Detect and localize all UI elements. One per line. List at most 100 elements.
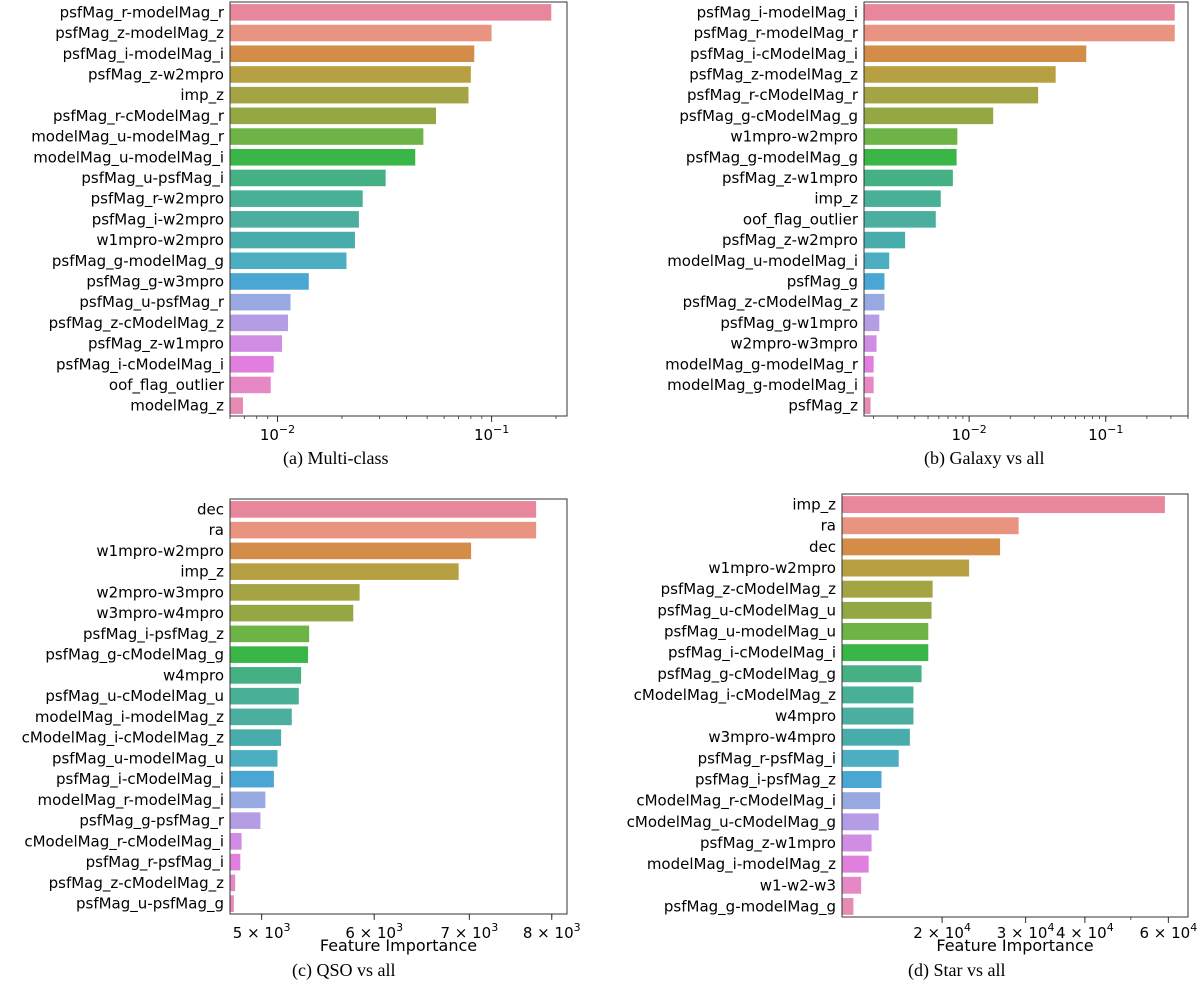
- category-label: psfMag_r-cModelMag_r: [53, 107, 225, 126]
- tick-exponent: −2: [971, 423, 987, 436]
- category-label: psfMag_z-cModelMag_z: [49, 314, 224, 333]
- category-label: cModelMag_u-cModelMag_g: [627, 813, 836, 832]
- bar-imp_z: [864, 190, 941, 207]
- bar-psfMag_r-cModelMag_r: [230, 107, 437, 125]
- axes-frame: [229, 1, 568, 417]
- category-label: psfMag_g-w1mpro: [720, 314, 858, 333]
- x-tick-label: 6 × 103: [345, 921, 403, 942]
- bar-psfMag_g-cModelMag_g: [864, 107, 994, 125]
- bar-psfMag_z-cModelMag_z: [230, 314, 289, 332]
- tick-base: 6 × 10: [345, 924, 396, 942]
- category-label: psfMag_g-cModelMag_g: [679, 107, 858, 126]
- category-label: psfMag_i-psfMag_z: [695, 771, 836, 790]
- x-tick-label: 3 × 104: [997, 921, 1055, 942]
- bar-w1mpro-w2mpro: [842, 559, 970, 577]
- bar-w2mpro-w3mpro: [230, 584, 360, 601]
- tick-exponent: 4: [1107, 921, 1114, 934]
- category-label: modelMag_g-modelMag_r: [665, 355, 859, 374]
- bar-ra: [842, 517, 1019, 535]
- category-label: psfMag_i-w2mpro: [92, 210, 224, 229]
- bar-w1mpro-w2mpro: [230, 542, 472, 560]
- category-label: cModelMag_r-cModelMag_i: [636, 792, 836, 811]
- category-label: ra: [821, 517, 836, 535]
- bar-psfMag_r-modelMag_r: [230, 4, 552, 21]
- bar-psfMag_g-psfMag_r: [230, 812, 261, 829]
- category-label: psfMag_i-cModelMag_i: [690, 45, 858, 64]
- bar-psfMag_i-modelMag_i: [864, 4, 1175, 21]
- bar-psfMag_g-modelMag_g: [230, 252, 347, 270]
- bar-psfMag_z-modelMag_z: [230, 24, 492, 42]
- bar-psfMag_z-w1mpro: [230, 335, 283, 352]
- category-label: w3mpro-w4mpro: [708, 728, 836, 746]
- category-label: modelMag_g-modelMag_i: [667, 376, 858, 395]
- bar-psfMag_u-psfMag_g: [230, 895, 234, 912]
- bar-imp_z: [230, 86, 469, 104]
- tick-base: 4 × 10: [1056, 924, 1107, 942]
- x-tick-label: 4 × 104: [1056, 921, 1114, 942]
- x-tick-label: 7 × 103: [440, 921, 498, 942]
- category-label: modelMag_r-modelMag_i: [37, 791, 224, 810]
- category-label: dec: [809, 538, 836, 556]
- bar-psfMag_g-modelMag_g: [842, 897, 854, 915]
- bar-modelMag_r-modelMag_i: [230, 791, 266, 809]
- category-label: imp_z: [814, 190, 858, 209]
- category-label: w3mpro-w4mpro: [96, 604, 224, 622]
- category-label: psfMag_u-modelMag_u: [52, 749, 224, 768]
- bar-psfMag_g-cModelMag_g: [230, 646, 309, 663]
- category-label: psfMag_z-w2mpro: [722, 231, 858, 250]
- tick-exponent: 4: [1190, 921, 1197, 934]
- category-label: psfMag_r-modelMag_r: [694, 24, 859, 43]
- bar-psfMag_z-w1mpro: [864, 169, 953, 187]
- category-label: w1-w2-w3: [760, 876, 836, 894]
- bar-oof_flag_outlier: [864, 211, 936, 228]
- tick-base: 8 × 10: [523, 924, 574, 942]
- category-label: w4mpro: [775, 707, 836, 725]
- category-label: w2mpro-w3mpro: [96, 583, 224, 601]
- x-tick-label: 10−1: [1088, 423, 1123, 444]
- panel-galaxy-vs-all: psfMag_i-modelMag_i psfMag_r-modelMag_rps…: [665, 1, 1189, 469]
- category-label: psfMag_z-cModelMag_z: [683, 293, 858, 312]
- category-label: psfMag_u-psfMag_i: [81, 169, 224, 188]
- bar-psfMag_i-cModelMag_i: [864, 45, 1087, 63]
- bar-psfMag_g: [864, 273, 885, 290]
- category-label: cModelMag_r-cModelMag_i: [24, 832, 224, 851]
- category-label: w2mpro-w3mpro: [730, 335, 858, 353]
- bar-cModelMag_u-cModelMag_g: [842, 813, 879, 831]
- panel-multi-class: psfMag_r-modelMag_r psfMag_z-modelMag_zps…: [31, 1, 568, 469]
- tick-exponent: 4: [964, 921, 971, 934]
- category-label: psfMag_g: [787, 272, 858, 291]
- category-label: psfMag_i-cModelMag_i: [668, 644, 836, 663]
- bar-psfMag_u-modelMag_u: [230, 750, 278, 767]
- bar-psfMag_r-modelMag_r: [864, 24, 1175, 42]
- bar-oof_flag_outlier: [230, 376, 271, 394]
- bar-imp_z: [842, 496, 1165, 514]
- category-label: modelMag_u-modelMag_i: [667, 252, 858, 271]
- bar-modelMag_u-modelMag_i: [230, 148, 416, 166]
- bar-psfMag_r-cModelMag_r: [864, 86, 1039, 104]
- tick-base: 5 × 10: [233, 924, 284, 942]
- panel-caption: (d) Star vs all: [908, 960, 1005, 981]
- bar-dec: [230, 501, 537, 518]
- category-label: cModelMag_i-cModelMag_z: [634, 686, 836, 705]
- bar-psfMag_i-modelMag_i: [230, 45, 475, 63]
- bar-cModelMag_r-cModelMag_i: [842, 792, 881, 810]
- bar-w1-w2-w3: [842, 876, 862, 894]
- bar-w1mpro-w2mpro: [230, 231, 355, 249]
- axes-frame: [863, 1, 1189, 417]
- category-label: psfMag_z-w2mpro: [88, 65, 224, 84]
- bar-w4mpro: [842, 707, 914, 725]
- tick-base: 10: [474, 426, 493, 444]
- category-label: psfMag_g-modelMag_g: [686, 148, 858, 167]
- category-label: w1mpro-w2mpro: [96, 231, 224, 249]
- bar-dec: [842, 538, 1001, 556]
- bar-psfMag_z-w2mpro: [864, 231, 906, 249]
- category-label: w1mpro-w2mpro: [730, 128, 858, 146]
- tick-exponent: 3: [284, 921, 291, 934]
- tick-exponent: 4: [1047, 921, 1054, 934]
- category-label: psfMag_r-psfMag_i: [698, 749, 836, 768]
- category-label: psfMag_u-psfMag_g: [76, 895, 224, 914]
- category-label: psfMag_r-w2mpro: [91, 190, 224, 209]
- category-label: psfMag_u-cModelMag_u: [45, 687, 224, 706]
- bar-psfMag_z-w2mpro: [230, 66, 471, 83]
- panel-caption: (b) Galaxy vs all: [924, 448, 1044, 469]
